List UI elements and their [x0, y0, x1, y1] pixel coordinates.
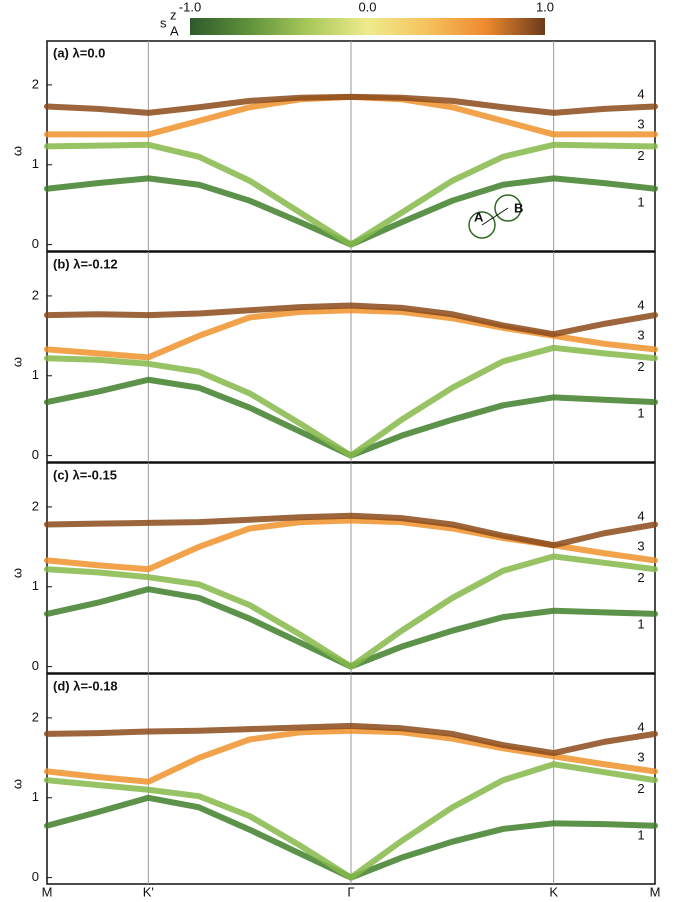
band-label: 2 — [637, 359, 644, 374]
x-tick-label: M — [650, 884, 661, 899]
panel-title: (c) λ=-0.15 — [53, 467, 117, 482]
band-label: 1 — [637, 617, 644, 632]
figure: -1.00.01.0szA012ω(a) λ=0.01234AB012ω(b) … — [0, 0, 680, 902]
annotation: A — [474, 209, 484, 224]
y-axis-label: ω — [9, 568, 24, 578]
y-axis-label: ω — [9, 357, 24, 367]
band-label: 2 — [637, 148, 644, 163]
colorbar — [190, 18, 545, 35]
colorbar-label-sub: A — [170, 23, 179, 38]
panel-title: (a) λ=0.0 — [53, 45, 105, 60]
colorbar-tick-label: 0.0 — [358, 0, 376, 14]
band-label: 2 — [637, 570, 644, 585]
band-label: 1 — [637, 828, 644, 843]
colorbar-tick-label: -1.0 — [179, 0, 201, 14]
y-axis-label: ω — [9, 146, 24, 156]
y-tick-label: 0 — [32, 658, 39, 673]
band-label: 2 — [637, 781, 644, 796]
x-tick-label: K' — [143, 884, 154, 899]
band-label: 1 — [637, 195, 644, 210]
y-tick-label: 0 — [32, 869, 39, 884]
band-label: 1 — [637, 406, 644, 421]
colorbar-tick-label: 1.0 — [536, 0, 554, 14]
y-tick-label: 1 — [32, 789, 39, 804]
y-tick-label: 1 — [32, 578, 39, 593]
band-label: 4 — [637, 87, 644, 102]
colorbar-label: s — [160, 15, 167, 30]
band-label: 4 — [637, 298, 644, 313]
y-tick-label: 0 — [32, 447, 39, 462]
y-tick-label: 2 — [32, 76, 39, 91]
band-label: 3 — [637, 538, 644, 553]
y-axis-label: ω — [9, 779, 24, 789]
band-label: 3 — [637, 749, 644, 764]
y-tick-label: 0 — [32, 236, 39, 251]
band-label: 3 — [637, 116, 644, 131]
y-tick-label: 2 — [32, 287, 39, 302]
band-label: 3 — [637, 327, 644, 342]
annotation: B — [514, 200, 523, 215]
y-tick-label: 2 — [32, 498, 39, 513]
panel-title: (d) λ=-0.18 — [53, 678, 118, 693]
x-tick-label: K — [549, 884, 558, 899]
y-tick-label: 1 — [32, 156, 39, 171]
y-tick-label: 2 — [32, 709, 39, 724]
x-tick-label: Γ — [347, 884, 354, 899]
band-label: 4 — [637, 509, 644, 524]
band-label: 4 — [637, 720, 644, 735]
y-tick-label: 1 — [32, 367, 39, 382]
panel-title: (b) λ=-0.12 — [53, 256, 118, 271]
colorbar-label-sup: z — [170, 7, 177, 22]
x-tick-label: M — [42, 884, 53, 899]
eigenvector-inset: AB — [469, 195, 523, 238]
